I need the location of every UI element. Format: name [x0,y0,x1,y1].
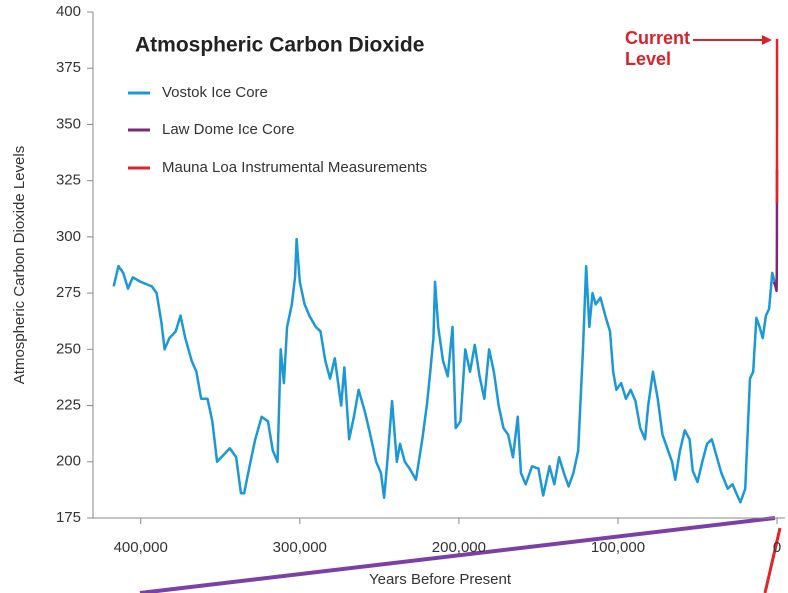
y-tick-label: 375 [56,59,81,76]
decor-line [763,527,782,593]
y-tick-label: 350 [56,115,81,132]
y-tick-label: 200 [56,453,81,470]
x-axis-label: Years Before Present [369,571,512,588]
x-tick-label: 100,000 [591,539,645,556]
legend-label: Vostok Ice Core [162,84,268,101]
x-tick-label: 0 [773,539,781,556]
y-tick-label: 250 [56,340,81,357]
x-tick-label: 400,000 [114,539,168,556]
x-tick-label: 200,000 [432,539,486,556]
legend-label: Mauna Loa Instrumental Measurements [162,159,427,176]
annotation-arrow-head [762,35,772,45]
y-tick-label: 175 [56,509,81,526]
decor-line [139,516,776,593]
series-line [112,237,776,504]
y-tick-label: 300 [56,228,81,245]
y-tick-label: 225 [56,397,81,414]
y-axis-label: Atmospheric Carbon Dioxide Levels [11,146,28,384]
y-tick-label: 325 [56,172,81,189]
y-tick-label: 275 [56,284,81,301]
x-tick-label: 300,000 [273,539,327,556]
legend-label: Law Dome Ice Core [162,121,295,138]
chart-title: Atmospheric Carbon Dioxide [135,34,424,57]
y-tick-label: 400 [56,3,81,20]
annotation: Current Level [625,28,691,69]
